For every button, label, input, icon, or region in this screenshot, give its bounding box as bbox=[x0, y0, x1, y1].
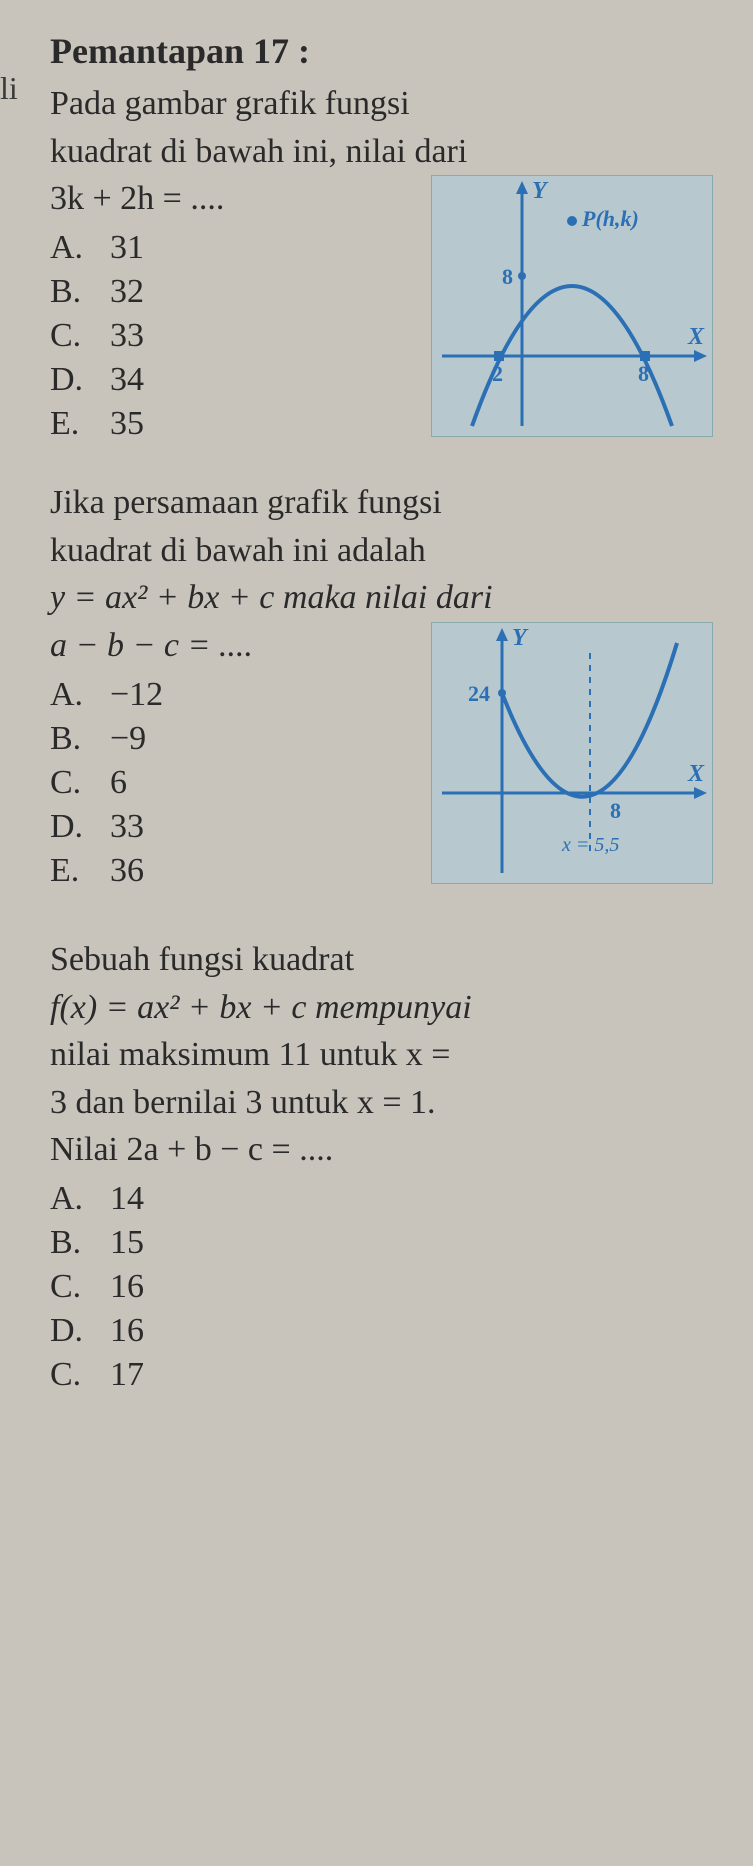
option-value: 33 bbox=[110, 317, 144, 354]
x-left-tick bbox=[494, 351, 504, 361]
q1-graph-svg: Y X P(h,k) 8 2 8 bbox=[432, 176, 712, 436]
vertex-label: P(h,k) bbox=[581, 206, 639, 231]
y-axis-arrow bbox=[496, 628, 508, 641]
q3-body-line3: nilai maksimum 11 untuk x = bbox=[50, 1031, 723, 1079]
option-value: 31 bbox=[110, 229, 144, 266]
q2-body-line2: kuadrat di bawah ini adalah bbox=[50, 527, 723, 575]
option-letter: C. bbox=[50, 764, 110, 802]
option-letter: C. bbox=[50, 1356, 110, 1394]
option-value: 35 bbox=[110, 405, 144, 442]
q2-graph: Y X 24 8 x = 5,5 bbox=[431, 622, 713, 884]
q1-graph: Y X P(h,k) 8 2 8 bbox=[431, 175, 713, 437]
y-intercept-label: 24 bbox=[468, 681, 490, 706]
option-letter: D. bbox=[50, 1312, 110, 1350]
x-axis-arrow bbox=[694, 787, 707, 799]
y-axis-label: Y bbox=[512, 625, 529, 651]
option-value: 34 bbox=[110, 361, 144, 398]
q1-body-line1: Pada gambar grafik fungsi bbox=[50, 80, 723, 128]
option-letter: B. bbox=[50, 1224, 110, 1262]
q3-body-line4: 3 dan bernilai 3 untuk x = 1. bbox=[50, 1079, 723, 1127]
margin-fragment: li bbox=[0, 70, 18, 107]
y-axis-arrow bbox=[516, 181, 528, 194]
page: li Pemantapan 17 : Pada gambar grafik fu… bbox=[0, 0, 753, 1448]
option-value: −9 bbox=[110, 720, 146, 757]
option-value: −12 bbox=[110, 676, 163, 713]
x-axis-label: X bbox=[687, 324, 705, 350]
option-value: 14 bbox=[110, 1180, 144, 1217]
q3-option-d: D.16 bbox=[50, 1312, 723, 1350]
q3-options: A.14 B.15 C.16 D.16 C.17 bbox=[50, 1180, 723, 1394]
option-value: 16 bbox=[110, 1268, 144, 1305]
x-right-label: 8 bbox=[638, 361, 649, 386]
option-value: 16 bbox=[110, 1312, 144, 1349]
x-right-tick bbox=[640, 351, 650, 361]
option-letter: E. bbox=[50, 405, 110, 443]
option-letter: D. bbox=[50, 808, 110, 846]
option-value: 6 bbox=[110, 764, 127, 801]
option-value: 15 bbox=[110, 1224, 144, 1261]
x-right-label: 8 bbox=[610, 798, 621, 823]
question-2: Jika persamaan grafik fungsi kuadrat di … bbox=[50, 479, 723, 912]
option-value: 17 bbox=[110, 1356, 144, 1393]
option-letter: B. bbox=[50, 720, 110, 758]
x-axis-arrow bbox=[694, 350, 707, 362]
q3-body-line2: f(x) = ax² + bx + c mempunyai bbox=[50, 984, 723, 1032]
y-intercept-point bbox=[498, 689, 506, 697]
x-left-label: 2 bbox=[492, 361, 503, 386]
option-letter: C. bbox=[50, 1268, 110, 1306]
option-letter: A. bbox=[50, 1180, 110, 1218]
q3-equation: Nilai 2a + b − c = .... bbox=[50, 1126, 723, 1174]
q3-option-b: B.15 bbox=[50, 1224, 723, 1262]
option-letter: B. bbox=[50, 273, 110, 311]
option-value: 33 bbox=[110, 808, 144, 845]
x-axis-label: X bbox=[687, 761, 705, 787]
option-letter: C. bbox=[50, 317, 110, 355]
y-intercept-label: 8 bbox=[502, 264, 513, 289]
vertex-point bbox=[567, 216, 577, 226]
q3-body-line1: Sebuah fungsi kuadrat bbox=[50, 936, 723, 984]
question-3: Sebuah fungsi kuadrat f(x) = ax² + bx + … bbox=[50, 936, 723, 1394]
option-letter: E. bbox=[50, 852, 110, 890]
q3-option-e: C.17 bbox=[50, 1356, 723, 1394]
q2-graph-svg: Y X 24 8 x = 5,5 bbox=[432, 623, 712, 883]
option-value: 32 bbox=[110, 273, 144, 310]
q2-body-line1: Jika persamaan grafik fungsi bbox=[50, 479, 723, 527]
option-value: 36 bbox=[110, 852, 144, 889]
y-axis-label: Y bbox=[532, 178, 549, 204]
option-letter: A. bbox=[50, 229, 110, 267]
y-intercept-point bbox=[518, 272, 526, 280]
question-1: Pemantapan 17 : Pada gambar grafik fungs… bbox=[50, 30, 723, 455]
q3-option-c: C.16 bbox=[50, 1268, 723, 1306]
q2-body-line3: y = ax² + bx + c maka nilai dari bbox=[50, 574, 723, 622]
q1-title: Pemantapan 17 : bbox=[50, 30, 723, 72]
q1-body-line2: kuadrat di bawah ini, nilai dari bbox=[50, 128, 723, 176]
axis-of-symmetry-label: x = 5,5 bbox=[561, 834, 619, 856]
option-letter: A. bbox=[50, 676, 110, 714]
q3-option-a: A.14 bbox=[50, 1180, 723, 1218]
option-letter: D. bbox=[50, 361, 110, 399]
